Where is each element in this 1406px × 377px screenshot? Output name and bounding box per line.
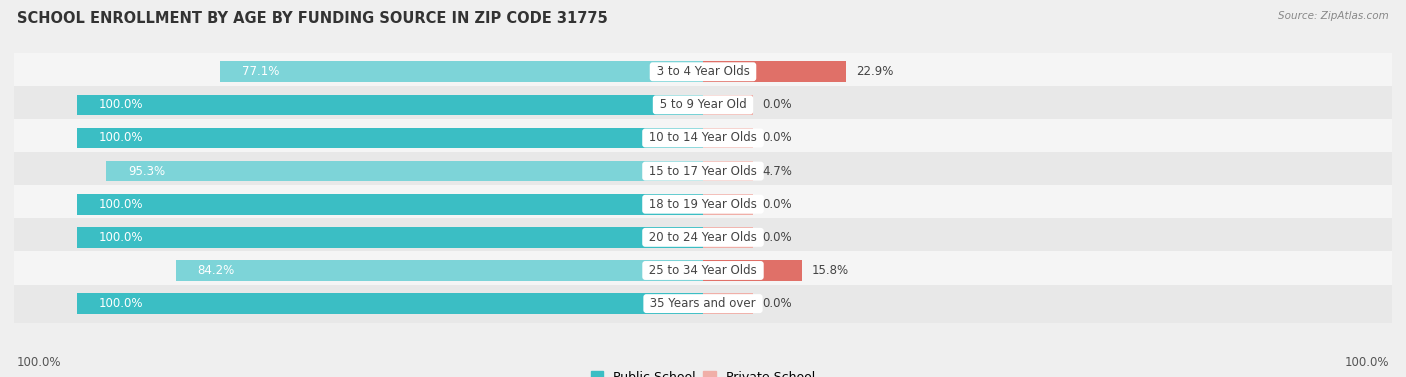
- Bar: [14, 218, 1392, 256]
- Text: 100.0%: 100.0%: [98, 132, 143, 144]
- Bar: [703, 194, 754, 215]
- Bar: [77, 293, 703, 314]
- Text: 0.0%: 0.0%: [762, 231, 792, 244]
- Text: 100.0%: 100.0%: [98, 231, 143, 244]
- Text: 0.0%: 0.0%: [762, 98, 792, 111]
- Bar: [176, 260, 703, 281]
- Text: 5 to 9 Year Old: 5 to 9 Year Old: [655, 98, 751, 111]
- Bar: [14, 251, 1392, 290]
- Legend: Public School, Private School: Public School, Private School: [586, 366, 820, 377]
- Bar: [14, 185, 1392, 223]
- Bar: [221, 61, 703, 82]
- Text: 100.0%: 100.0%: [98, 297, 143, 310]
- Text: 10 to 14 Year Olds: 10 to 14 Year Olds: [645, 132, 761, 144]
- Text: 22.9%: 22.9%: [856, 65, 893, 78]
- Bar: [703, 61, 846, 82]
- Text: 100.0%: 100.0%: [17, 357, 62, 369]
- Bar: [703, 95, 754, 115]
- Text: 15.8%: 15.8%: [811, 264, 848, 277]
- Text: 35 Years and over: 35 Years and over: [647, 297, 759, 310]
- Bar: [105, 161, 703, 181]
- Text: 18 to 19 Year Olds: 18 to 19 Year Olds: [645, 198, 761, 211]
- Text: 20 to 24 Year Olds: 20 to 24 Year Olds: [645, 231, 761, 244]
- Text: 3 to 4 Year Olds: 3 to 4 Year Olds: [652, 65, 754, 78]
- Text: 25 to 34 Year Olds: 25 to 34 Year Olds: [645, 264, 761, 277]
- Bar: [703, 227, 754, 248]
- Bar: [14, 86, 1392, 124]
- Bar: [14, 119, 1392, 157]
- Text: 95.3%: 95.3%: [128, 165, 165, 178]
- Text: 100.0%: 100.0%: [98, 198, 143, 211]
- Bar: [14, 285, 1392, 323]
- Bar: [77, 194, 703, 215]
- Text: 100.0%: 100.0%: [1344, 357, 1389, 369]
- Text: 0.0%: 0.0%: [762, 198, 792, 211]
- Text: 77.1%: 77.1%: [242, 65, 280, 78]
- Text: 15 to 17 Year Olds: 15 to 17 Year Olds: [645, 165, 761, 178]
- Bar: [703, 128, 754, 148]
- Bar: [703, 293, 754, 314]
- Text: Source: ZipAtlas.com: Source: ZipAtlas.com: [1278, 11, 1389, 21]
- Text: 0.0%: 0.0%: [762, 132, 792, 144]
- Bar: [703, 161, 754, 181]
- Text: 0.0%: 0.0%: [762, 297, 792, 310]
- Text: SCHOOL ENROLLMENT BY AGE BY FUNDING SOURCE IN ZIP CODE 31775: SCHOOL ENROLLMENT BY AGE BY FUNDING SOUR…: [17, 11, 607, 26]
- Bar: [14, 152, 1392, 190]
- Text: 84.2%: 84.2%: [198, 264, 235, 277]
- Text: 100.0%: 100.0%: [98, 98, 143, 111]
- Bar: [77, 227, 703, 248]
- Bar: [77, 95, 703, 115]
- Bar: [77, 128, 703, 148]
- Bar: [14, 53, 1392, 91]
- Bar: [703, 260, 801, 281]
- Text: 4.7%: 4.7%: [762, 165, 793, 178]
